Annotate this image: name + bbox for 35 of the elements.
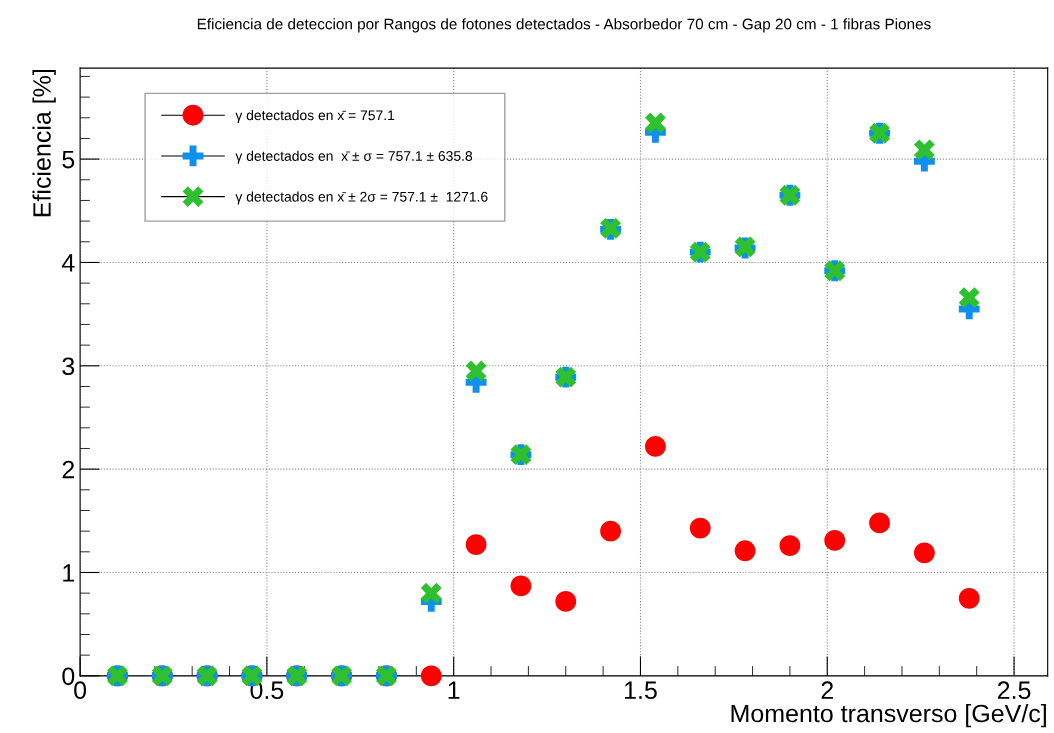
x-tick-label: 2.5 bbox=[997, 681, 1031, 700]
point bbox=[779, 535, 801, 557]
point bbox=[913, 139, 935, 161]
point bbox=[958, 287, 980, 309]
point bbox=[600, 520, 621, 542]
point bbox=[869, 512, 890, 534]
point bbox=[465, 534, 487, 555]
y-axis-title: Eficiencia [%] bbox=[32, 69, 56, 217]
point bbox=[420, 582, 442, 604]
point bbox=[913, 542, 935, 564]
y-tick-label: 3 bbox=[62, 357, 75, 376]
y-tick-label: 1 bbox=[63, 564, 75, 582]
y-tick-label: 4 bbox=[61, 254, 75, 272]
y-tick-label: 0 bbox=[62, 667, 75, 686]
point bbox=[958, 587, 980, 609]
chart-title: Eficiencia de deteccion por Rangos de fotones detectados - Absorbedor 70 cm - Gap 20 cm - 1 fibras Piones bbox=[197, 18, 931, 33]
point bbox=[734, 540, 756, 562]
y-tick-label: 5 bbox=[62, 150, 75, 169]
x-axis-title: Momento transverso [GeV/c] bbox=[731, 703, 1046, 728]
point bbox=[645, 112, 666, 134]
point bbox=[465, 360, 487, 382]
x-tick-label: 1.5 bbox=[625, 681, 657, 700]
point bbox=[510, 575, 532, 597]
point bbox=[824, 530, 846, 551]
legend-label: γ detectados en x̄ ± 2σ = 757.1 ± 1271.6 bbox=[235, 191, 488, 205]
point bbox=[689, 517, 711, 539]
legend-label: γ detectados en x̄ ± σ = 757.1 ± 635.8 bbox=[235, 150, 473, 164]
legend-label: γ detectados en x̄ = 757.1 bbox=[235, 110, 395, 123]
y-tick-label: 2 bbox=[62, 460, 74, 479]
x-tick-label: 0 bbox=[74, 681, 87, 700]
point bbox=[645, 435, 666, 457]
point bbox=[420, 665, 442, 687]
point bbox=[555, 591, 577, 612]
x-tick-label: 2 bbox=[821, 681, 833, 699]
x-tick-label: 1 bbox=[448, 681, 460, 699]
